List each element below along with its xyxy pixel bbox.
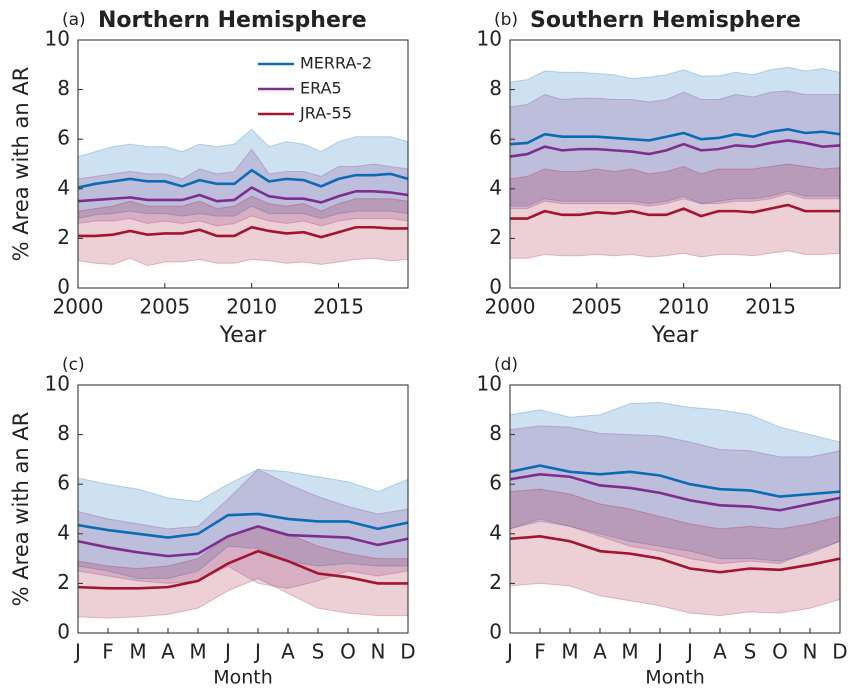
- axes-frame: [77, 384, 409, 634]
- mean-line: [77, 168, 409, 189]
- axes-frame: [77, 39, 409, 289]
- x-tick-label: J: [505, 640, 513, 664]
- mean-line: [77, 549, 408, 590]
- panel-title: Southern Hemisphere: [530, 8, 801, 33]
- x-tick-label: D: [832, 640, 847, 664]
- y-tick-label: 4: [489, 520, 502, 544]
- x-tick-label: N: [803, 640, 818, 664]
- x-tick-label: 2010: [658, 295, 709, 319]
- x-tick-label: 2000: [485, 295, 536, 319]
- x-tick-label: M: [561, 640, 578, 664]
- legend-label: JRA-55: [299, 104, 352, 123]
- x-tick-label: F: [534, 640, 546, 664]
- mean-line: [77, 524, 409, 558]
- y-tick-label: 6: [57, 471, 70, 495]
- x-tick-label: 2015: [745, 295, 796, 319]
- y-tick-label: 2: [489, 225, 502, 249]
- y-tick-label: 6: [489, 126, 502, 150]
- x-tick-label: A: [593, 640, 607, 664]
- y-tick-label: 10: [45, 27, 70, 51]
- x-tick-label: J: [685, 640, 693, 664]
- panel-label: (d): [494, 355, 518, 375]
- y-tick-label: 2: [57, 570, 70, 594]
- x-tick-label: M: [189, 640, 206, 664]
- x-tick-label: O: [340, 640, 356, 664]
- x-tick-label: N: [371, 640, 386, 664]
- axes-frame: [509, 384, 841, 634]
- y-tick-label: 6: [57, 126, 70, 150]
- x-tick-label: S: [312, 640, 325, 664]
- x-tick-label: O: [772, 640, 788, 664]
- x-tick-label: 2015: [313, 295, 364, 319]
- y-tick-label: 10: [45, 372, 70, 396]
- y-tick-label: 2: [489, 570, 502, 594]
- mean-line: [77, 186, 409, 204]
- panel-label: (b): [494, 10, 518, 30]
- x-tick-label: J: [655, 640, 663, 664]
- y-tick-label: 4: [57, 175, 70, 199]
- y-tick-label: 10: [477, 27, 502, 51]
- y-tick-label: 0: [489, 275, 502, 299]
- x-tick-label: 2000: [53, 295, 104, 319]
- y-axis-label: % Area with an AR: [9, 412, 33, 607]
- x-tick-label: D: [400, 640, 415, 664]
- x-axis-label: Year: [651, 323, 700, 348]
- panel-label: (c): [62, 355, 85, 375]
- legend-label: MERRA-2: [300, 54, 372, 73]
- x-tick-label: J: [223, 640, 231, 664]
- mean-line: [78, 225, 408, 239]
- x-tick-label: 2005: [139, 295, 190, 319]
- y-axis-label: % Area with an AR: [9, 67, 33, 262]
- x-tick-label: 2010: [226, 295, 277, 319]
- mean-line: [509, 127, 841, 146]
- mean-line: [509, 464, 841, 498]
- y-tick-label: 0: [57, 620, 70, 644]
- panel-title: Northern Hemisphere: [98, 8, 367, 33]
- mean-line: [509, 139, 841, 158]
- axes-frame: [509, 39, 841, 289]
- y-tick-label: 4: [57, 520, 70, 544]
- panel-label: (a): [62, 10, 86, 30]
- x-tick-label: F: [102, 640, 114, 664]
- mean-line: [509, 534, 841, 574]
- mean-line: [509, 472, 841, 512]
- y-tick-label: 8: [489, 421, 502, 445]
- x-axis-label: Year: [219, 323, 268, 348]
- x-tick-label: A: [281, 640, 295, 664]
- y-tick-label: 8: [57, 76, 70, 100]
- x-axis-label: Month: [213, 667, 273, 689]
- y-tick-label: 2: [57, 225, 70, 249]
- x-tick-label: A: [161, 640, 175, 664]
- x-tick-label: 2005: [571, 295, 622, 319]
- mean-line: [510, 203, 840, 220]
- x-tick-label: J: [253, 640, 261, 664]
- y-tick-label: 0: [489, 620, 502, 644]
- mean-line: [77, 512, 409, 539]
- y-tick-label: 4: [489, 175, 502, 199]
- y-tick-label: 6: [489, 471, 502, 495]
- x-tick-label: S: [744, 640, 757, 664]
- y-tick-label: 8: [489, 76, 502, 100]
- y-tick-label: 0: [57, 275, 70, 299]
- y-tick-label: 8: [57, 421, 70, 445]
- legend-label: ERA5: [300, 79, 342, 98]
- y-tick-label: 10: [477, 372, 502, 396]
- x-axis-label: Month: [645, 667, 705, 689]
- x-tick-label: M: [129, 640, 146, 664]
- x-tick-label: J: [73, 640, 81, 664]
- x-tick-label: M: [621, 640, 638, 664]
- x-tick-label: A: [713, 640, 727, 664]
